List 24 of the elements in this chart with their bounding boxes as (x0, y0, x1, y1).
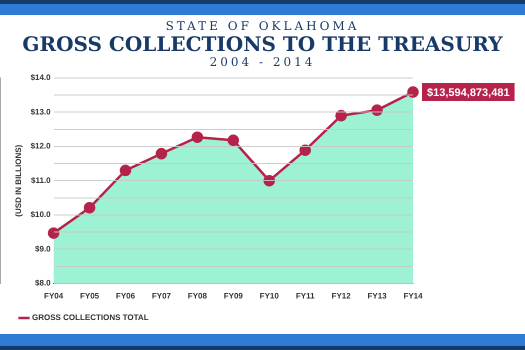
x-tick-label: FY08 (188, 291, 208, 300)
text: STATE OF OKLAHOMA (164, 19, 360, 33)
x-tick-label: FY09 (224, 291, 244, 300)
annotation: $13,594,873,481 (427, 87, 510, 100)
x-tick-label: FY06 (116, 291, 136, 300)
x-tick-label: FY04 (44, 291, 64, 300)
y-tick-label: $9.0 (35, 244, 52, 254)
y-tick-label: $11.0 (31, 176, 52, 185)
x-tick-label: FY14 (403, 291, 424, 300)
y-tick-label: $12.0 (30, 142, 52, 151)
x-tick-label: FY13 (368, 291, 388, 300)
y-tick-label: $14.0 (30, 73, 52, 82)
chart-title: GROSS COLLECTIONS TO THE TREASURY (21, 32, 504, 56)
legend-label: GROSS COLLECTIONS TOTAL (32, 313, 149, 322)
x-tick-label: FY11 (296, 291, 316, 300)
y-tick-label: $10.0 (30, 210, 52, 220)
x-tick-label: FY10 (260, 291, 280, 300)
chart-subtitle: 2004 - 2014 (208, 55, 316, 69)
y-axis-title: (USD IN BILLIONS) (14, 144, 24, 217)
x-tick-label: FY05 (80, 291, 100, 300)
y-tick-label: $13.0 (30, 107, 52, 116)
x-tick-label: FY12 (332, 291, 352, 300)
x-tick-label: FY07 (152, 291, 172, 300)
y-tick-label: $8.0 (35, 278, 52, 288)
